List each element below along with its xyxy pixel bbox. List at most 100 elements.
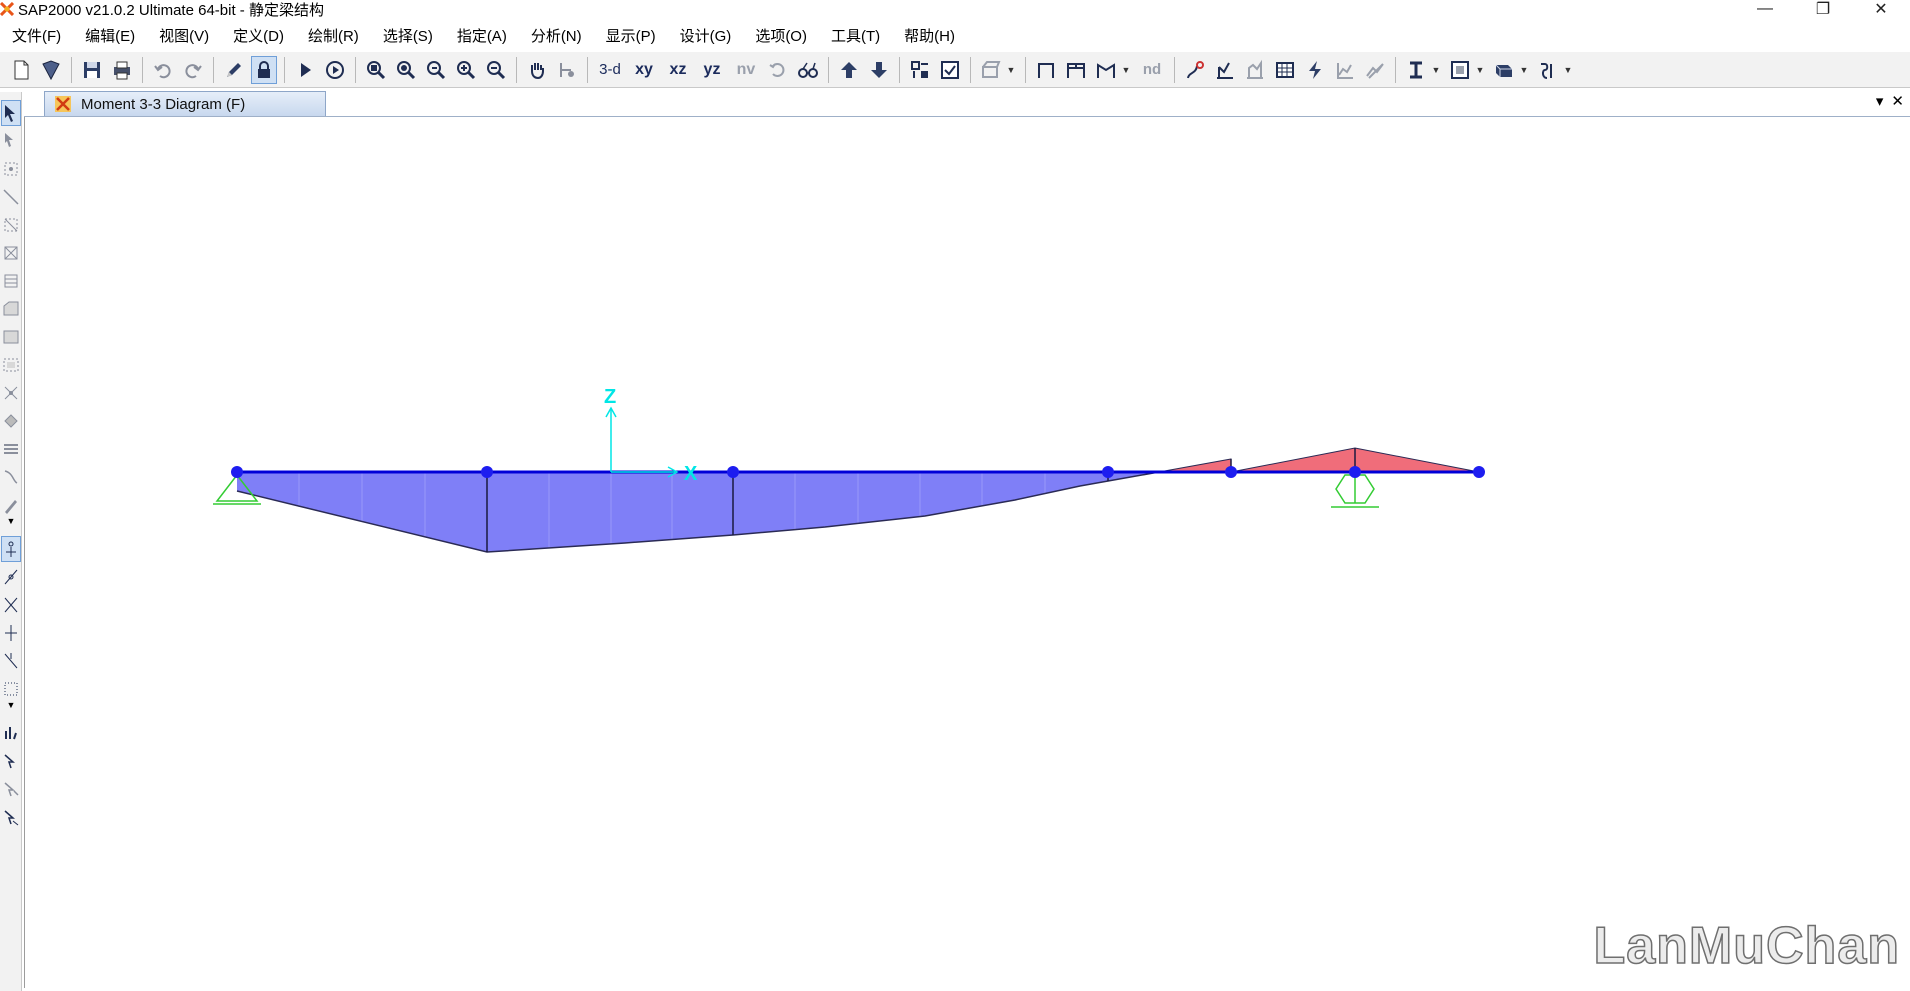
zoom-full-button[interactable]	[393, 56, 419, 84]
clear-selection-button[interactable]	[1, 776, 21, 802]
get-previous-selection-button[interactable]	[1, 748, 21, 774]
menu-options[interactable]: 选项(O)	[755, 28, 807, 45]
show-virtual-work-button[interactable]	[1302, 56, 1328, 84]
show-deformed-button[interactable]	[1182, 56, 1208, 84]
rotate-view-button[interactable]	[765, 56, 791, 84]
chevron-down-icon[interactable]: ▼	[6, 700, 16, 710]
move-up-button[interactable]	[836, 56, 862, 84]
draw-tendon-button[interactable]	[1, 436, 21, 462]
perspective-button[interactable]	[795, 56, 821, 84]
tab-list-dropdown[interactable]: ▾	[1875, 93, 1884, 110]
chevron-down-icon[interactable]: ▼	[1519, 64, 1529, 75]
menu-analyze[interactable]: 分析(N)	[530, 28, 582, 45]
tab-moment-diagram[interactable]: Moment 3-3 Diagram (F)	[44, 91, 326, 116]
view-xz-button[interactable]: xz	[669, 60, 687, 78]
run-now-button[interactable]	[322, 56, 348, 84]
chevron-down-icon[interactable]: ▼	[6, 516, 16, 526]
restore-button[interactable]: ❐	[1815, 1, 1831, 18]
joint-point[interactable]	[1473, 466, 1485, 478]
menu-tools[interactable]: 工具(T)	[830, 28, 881, 45]
run-analysis-button[interactable]	[292, 56, 318, 84]
draw-portal-button[interactable]	[1063, 56, 1089, 84]
quick-draw-frame-button[interactable]	[1, 212, 21, 238]
extrude-view-button[interactable]	[1491, 56, 1517, 84]
menu-file[interactable]: 文件(F)	[12, 28, 62, 45]
draw-solid-button[interactable]	[1, 380, 21, 406]
zoom-in-button[interactable]	[453, 56, 479, 84]
quick-draw-brace-button[interactable]	[1, 240, 21, 266]
menu-design[interactable]: 设计(G)	[679, 28, 732, 45]
link-display-button[interactable]	[1535, 56, 1561, 84]
new-model-button[interactable]	[8, 56, 34, 84]
view-xy-button[interactable]: xy	[635, 60, 653, 78]
show-response-spectrum-button[interactable]	[1362, 56, 1388, 84]
check-model-button[interactable]	[937, 56, 963, 84]
quick-draw-area-button[interactable]	[1, 352, 21, 378]
show-forces-button[interactable]	[1212, 56, 1238, 84]
draw-link-button[interactable]	[1, 408, 21, 434]
tab-close-button[interactable]: ✕	[1891, 93, 1904, 110]
section-designer-button[interactable]	[1403, 56, 1429, 84]
zoom-window-button[interactable]	[363, 56, 389, 84]
joint-point[interactable]	[1102, 466, 1114, 478]
undo-button[interactable]	[150, 56, 176, 84]
menu-help[interactable]: 帮助(H)	[904, 28, 955, 45]
show-undeformed-button[interactable]	[978, 56, 1004, 84]
chevron-down-icon[interactable]: ▼	[1121, 64, 1131, 75]
zoom-out-button[interactable]	[483, 56, 509, 84]
joint-point[interactable]	[1349, 466, 1361, 478]
pointer-select-button[interactable]	[1, 100, 21, 126]
intersecting-line-select-button[interactable]	[1, 804, 21, 830]
view-yz-button[interactable]: yz	[703, 60, 721, 78]
snap-joints-button[interactable]	[1, 536, 21, 562]
redo-button[interactable]	[180, 56, 206, 84]
display-options-button[interactable]	[907, 56, 933, 84]
draw-poly-area-button[interactable]	[1, 296, 21, 322]
chevron-down-icon[interactable]: ▼	[1475, 64, 1485, 75]
draw-rect-area-button[interactable]	[1, 324, 21, 350]
draw-frame-button[interactable]	[1033, 56, 1059, 84]
save-button[interactable]	[79, 56, 105, 84]
open-model-button[interactable]	[38, 56, 64, 84]
snap-perpendicular-button[interactable]	[1, 620, 21, 646]
snap-lines-button[interactable]	[1, 648, 21, 674]
minimize-button[interactable]: —	[1757, 0, 1773, 17]
show-tables-button[interactable]	[1272, 56, 1298, 84]
draw-cable-button[interactable]	[1, 464, 21, 490]
joint-point[interactable]	[727, 466, 739, 478]
quick-draw-secondary-button[interactable]	[1, 268, 21, 294]
menu-edit[interactable]: 编辑(E)	[85, 28, 136, 45]
menu-display[interactable]: 显示(P)	[605, 28, 656, 45]
lock-model-button[interactable]	[251, 55, 277, 84]
zoom-previous-button[interactable]	[423, 56, 449, 84]
joint-point[interactable]	[1225, 466, 1237, 478]
pan-button[interactable]	[524, 56, 550, 84]
print-button[interactable]	[109, 56, 135, 84]
nd-button[interactable]: nd	[1142, 61, 1162, 78]
move-down-button[interactable]	[866, 56, 892, 84]
menu-draw[interactable]: 绘制(R)	[307, 28, 359, 45]
chevron-down-icon[interactable]: ▼	[1006, 64, 1016, 75]
snap-midpoint-button[interactable]	[1, 564, 21, 590]
menu-view[interactable]: 视图(V)	[159, 28, 210, 45]
joint-point[interactable]	[231, 466, 243, 478]
chevron-down-icon[interactable]: ▼	[1563, 64, 1573, 75]
model-viewport[interactable]: Z X LanMuChan	[24, 117, 1910, 988]
draw-frame-line-button[interactable]	[1, 184, 21, 210]
edit-pencil-button[interactable]	[221, 56, 247, 84]
view-3d-button[interactable]: 3-d	[599, 61, 621, 78]
snap-grid-button[interactable]	[1, 676, 21, 702]
reshape-button[interactable]	[1, 128, 21, 154]
menu-select[interactable]: 选择(S)	[382, 28, 433, 45]
draw-joint-button[interactable]	[1, 156, 21, 182]
draw-truss-button[interactable]	[1093, 56, 1119, 84]
rubber-band-button[interactable]	[554, 56, 580, 84]
object-shrink-button[interactable]	[1447, 56, 1473, 84]
menu-define[interactable]: 定义(D)	[233, 28, 284, 45]
show-stresses-button[interactable]	[1242, 56, 1268, 84]
menu-assign[interactable]: 指定(A)	[456, 28, 507, 45]
joint-point[interactable]	[481, 466, 493, 478]
close-button[interactable]: ✕	[1874, 1, 1888, 18]
draw-section-cut-button[interactable]	[1, 492, 21, 518]
chevron-down-icon[interactable]: ▼	[1431, 64, 1441, 75]
